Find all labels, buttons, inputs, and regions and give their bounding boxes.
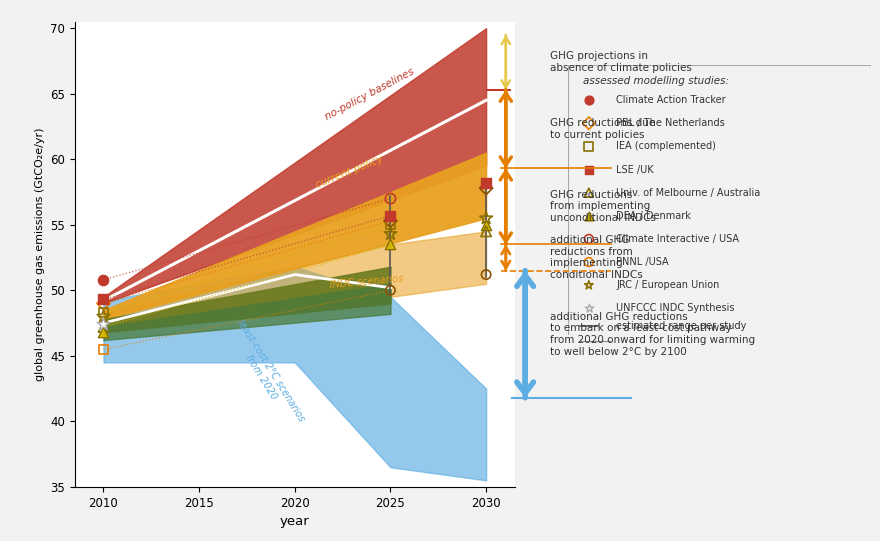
Point [479,270,493,279]
Point [582,142,596,151]
Point [384,229,398,238]
Text: IEA (complemented): IEA (complemented) [616,141,716,151]
Point [97,345,111,354]
Text: current policy: current policy [314,154,385,190]
Text: additional GHG reductions
to embark on a least-cost pathway
from 2020 onward for: additional GHG reductions to embark on a… [550,312,755,357]
Text: no-policy baselines: no-policy baselines [324,67,416,122]
Point [582,235,596,243]
Point [97,322,111,331]
Point [384,240,398,249]
Text: estimated range per study: estimated range per study [616,321,746,331]
Point [582,165,596,174]
Text: PNNL /USA: PNNL /USA [616,257,669,267]
Point [97,312,111,321]
Point [479,227,493,236]
Text: DEA / Denmark: DEA / Denmark [616,211,691,221]
Text: JRC / European Union: JRC / European Union [616,280,720,290]
Text: Univ. of Melbourne / Australia: Univ. of Melbourne / Australia [616,188,760,197]
Point [384,220,398,229]
Point [97,320,111,329]
Text: LSE /UK: LSE /UK [616,164,654,175]
Text: UNFCCC INDC Synthesis: UNFCCC INDC Synthesis [616,304,735,313]
Point [582,304,596,313]
Point [582,281,596,289]
Text: least-cost 2°C scenarios
from 2020: least-cost 2°C scenarios from 2020 [225,318,306,430]
Point [479,220,493,229]
Point [384,212,398,220]
Point [384,194,398,203]
Y-axis label: global greenhouse gas emissions (GtCO₂e/yr): global greenhouse gas emissions (GtCO₂e/… [34,128,45,381]
Point [97,275,111,284]
Text: INDC scenarios: INDC scenarios [329,273,404,289]
Point [479,184,493,193]
Point [479,214,493,222]
Point [97,328,111,337]
Text: assessed modelling studies:: assessed modelling studies: [583,76,729,85]
Point [582,212,596,220]
Text: additional GHG
reductions from
implementing
conditional INDCs: additional GHG reductions from implement… [550,235,642,280]
Point [582,96,596,104]
Text: Climate Interactive / USA: Climate Interactive / USA [616,234,739,244]
Text: GHG reductions
from implementing
unconditional INDCs: GHG reductions from implementing uncondi… [550,190,656,223]
Point [97,299,111,308]
Text: GHG projections in
absence of climate policies: GHG projections in absence of climate po… [550,51,692,73]
Point [384,286,398,295]
Point [97,295,111,304]
Point [582,119,596,128]
Point [479,179,493,187]
Point [384,216,398,225]
Point [582,258,596,266]
Text: PBL / The Netherlands: PBL / The Netherlands [616,118,725,128]
Point [582,188,596,197]
Point [97,308,111,317]
X-axis label: year: year [280,515,310,528]
Text: Climate Action Tracker: Climate Action Tracker [616,95,726,105]
Text: GHG reductions due
to current policies: GHG reductions due to current policies [550,118,655,140]
